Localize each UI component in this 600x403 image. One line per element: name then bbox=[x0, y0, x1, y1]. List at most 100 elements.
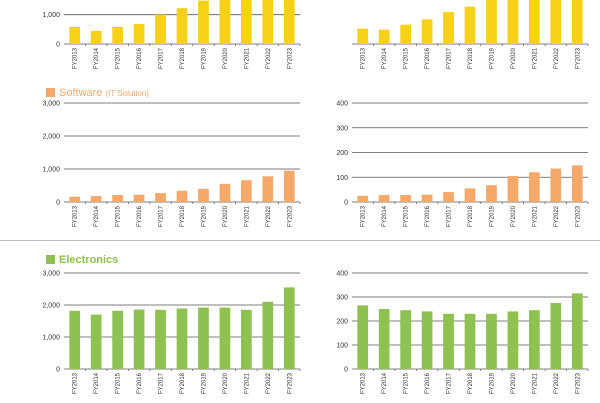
x-tick-label: FY2015 bbox=[404, 372, 410, 394]
y-tick-label: 300 bbox=[336, 125, 348, 132]
x-tick-label: FY2020 bbox=[223, 205, 229, 227]
y-tick-label: 0 bbox=[344, 200, 348, 207]
chart-electronics-right: 0 100 200 300 400 FY2013 FY2014 FY2015 FY2016 FY2… bbox=[318, 266, 590, 403]
section-title-electronics: Electronics bbox=[46, 253, 118, 267]
bar-fy2019 bbox=[198, 0, 209, 45]
bar-fy2022 bbox=[262, 301, 274, 369]
x-tick-label: FY2019 bbox=[489, 47, 495, 69]
bar-fy2018 bbox=[464, 6, 476, 45]
bar-fy2014 bbox=[90, 314, 102, 369]
section-title-software: Software (IT Solution) bbox=[46, 86, 149, 101]
bar-fy2013 bbox=[357, 305, 369, 369]
x-tick-label: FY2016 bbox=[137, 372, 143, 394]
software-swatch bbox=[46, 88, 55, 97]
bar-fy2013 bbox=[357, 195, 369, 202]
bar-fy2023 bbox=[571, 165, 583, 202]
x-tick-label: FY2018 bbox=[180, 205, 186, 227]
x-tick-label: FY2016 bbox=[137, 47, 143, 69]
chart-software-left-svg: 0 1,000 2,000 3,000 FY2013 FY2014 FY2015 FY2016… bbox=[42, 101, 301, 227]
bar-fy2015 bbox=[112, 26, 123, 44]
bar-fy2017 bbox=[443, 313, 454, 369]
bar-fy2015 bbox=[112, 310, 123, 369]
bar-fy2018 bbox=[176, 308, 188, 369]
chart-software-left: 0 1,000 2,000 3,000 FY2013 FY2014 FY2015 FY2016… bbox=[30, 100, 302, 236]
chart-software-right: 0 100 200 300 400 FY2013 FY2014 FY2015 FY2016 FY2… bbox=[318, 100, 590, 236]
bar-fy2014 bbox=[378, 309, 390, 369]
y-tick-label: 200 bbox=[336, 319, 348, 326]
x-tick-label: FY2019 bbox=[489, 372, 495, 394]
bar-fy2020 bbox=[507, 176, 519, 202]
x-tick-label: FY2018 bbox=[468, 205, 474, 227]
x-tick-label: FY2013 bbox=[73, 47, 79, 69]
bar-fy2016 bbox=[421, 311, 433, 369]
x-tick-label: FY2016 bbox=[425, 47, 431, 69]
x-tick-label: FY2014 bbox=[382, 205, 388, 227]
x-tick-label: FY2021 bbox=[532, 205, 538, 227]
chart-software-right-svg: 0 100 200 300 400 FY2013 FY2014 FY2015 FY2016 FY2… bbox=[336, 101, 589, 227]
y-tick-label: 0 bbox=[56, 200, 60, 207]
bar-fy2022 bbox=[550, 0, 562, 44]
bar-fy2022 bbox=[262, 176, 274, 202]
y-tick-label: 200 bbox=[336, 150, 348, 157]
x-tick-label: FY2023 bbox=[575, 47, 581, 69]
x-tick-label: FY2015 bbox=[404, 205, 410, 227]
x-tick-label: FY2015 bbox=[116, 205, 122, 227]
bar-fy2016 bbox=[133, 24, 145, 44]
bar-fy2019 bbox=[198, 307, 209, 369]
software-title: Software bbox=[59, 87, 103, 99]
x-tick-label: FY2020 bbox=[223, 372, 229, 394]
bar-fy2013 bbox=[69, 196, 81, 202]
x-tick-label: FY2015 bbox=[116, 372, 122, 394]
bar-fy2013 bbox=[69, 26, 81, 44]
bar-fy2016 bbox=[421, 194, 433, 202]
y-tick-label: 100 bbox=[336, 343, 348, 350]
x-tick-label: FY2021 bbox=[244, 372, 250, 394]
y-tick-label: 1,000 bbox=[42, 335, 60, 342]
x-tick-label: FY2013 bbox=[361, 205, 367, 227]
bar-fy2016 bbox=[133, 309, 145, 369]
software-subtitle: (IT Solution) bbox=[105, 89, 149, 98]
bar-fy2015 bbox=[400, 195, 411, 202]
x-tick-label: FY2019 bbox=[201, 205, 207, 227]
bar-fy2020 bbox=[219, 307, 231, 369]
x-tick-label: FY2022 bbox=[554, 205, 560, 227]
x-tick-label: FY2022 bbox=[554, 47, 560, 69]
bar-fy2023 bbox=[571, 0, 583, 44]
electronics-title: Electronics bbox=[59, 254, 119, 266]
x-tick-label: FY2017 bbox=[159, 47, 165, 69]
bar-fy2017 bbox=[155, 14, 166, 44]
chart-top-left-svg: 0 1,000 FY2013 FY2014 FY2015 FY2016 FY2017 FY20… bbox=[42, 0, 301, 69]
x-tick-label: FY2022 bbox=[266, 205, 272, 227]
y-tick-label: 0 bbox=[56, 42, 60, 49]
y-tick-label: 1,000 bbox=[42, 12, 60, 19]
chart-electronics-right-svg: 0 100 200 300 400 FY2013 FY2014 FY2015 FY2016 FY2… bbox=[336, 271, 589, 394]
x-tick-label: FY2020 bbox=[511, 205, 517, 227]
x-tick-label: FY2017 bbox=[159, 205, 165, 227]
x-tick-label: FY2020 bbox=[223, 47, 229, 69]
x-tick-label: FY2021 bbox=[532, 372, 538, 394]
x-tick-label: FY2019 bbox=[201, 47, 207, 69]
x-tick-label: FY2013 bbox=[73, 372, 79, 394]
bar-fy2013 bbox=[357, 28, 369, 44]
x-tick-label: FY2013 bbox=[361, 47, 367, 69]
bar-fy2023 bbox=[283, 170, 295, 202]
chart-electronics-left: 0 1,000 2,000 3,000 FY2013 FY2014 FY2015 FY2016… bbox=[30, 266, 302, 403]
x-tick-label: FY2022 bbox=[266, 47, 272, 69]
y-tick-label: 100 bbox=[336, 175, 348, 182]
y-tick-label: 3,000 bbox=[42, 271, 60, 278]
x-tick-label: FY2014 bbox=[382, 47, 388, 69]
x-tick-label: FY2014 bbox=[94, 205, 100, 227]
bar-fy2017 bbox=[155, 193, 166, 202]
chart-top-left: 0 1,000 FY2013 FY2014 FY2015 FY2016 FY2017 FY20… bbox=[30, 0, 302, 78]
chart-top-right-svg: FY2013 FY2014 FY2015 FY2016 FY2017 FY2018 FY20… bbox=[352, 0, 589, 69]
x-tick-label: FY2015 bbox=[404, 47, 410, 69]
bar-fy2015 bbox=[400, 24, 411, 44]
bar-fy2023 bbox=[283, 287, 295, 369]
bar-fy2022 bbox=[550, 303, 562, 369]
y-tick-label: 2,000 bbox=[42, 303, 60, 310]
bar-fy2014 bbox=[90, 196, 102, 202]
x-tick-label: FY2023 bbox=[575, 372, 581, 394]
bar-fy2021 bbox=[529, 172, 540, 202]
x-tick-label: FY2020 bbox=[511, 372, 517, 394]
bar-fy2021 bbox=[529, 0, 540, 44]
